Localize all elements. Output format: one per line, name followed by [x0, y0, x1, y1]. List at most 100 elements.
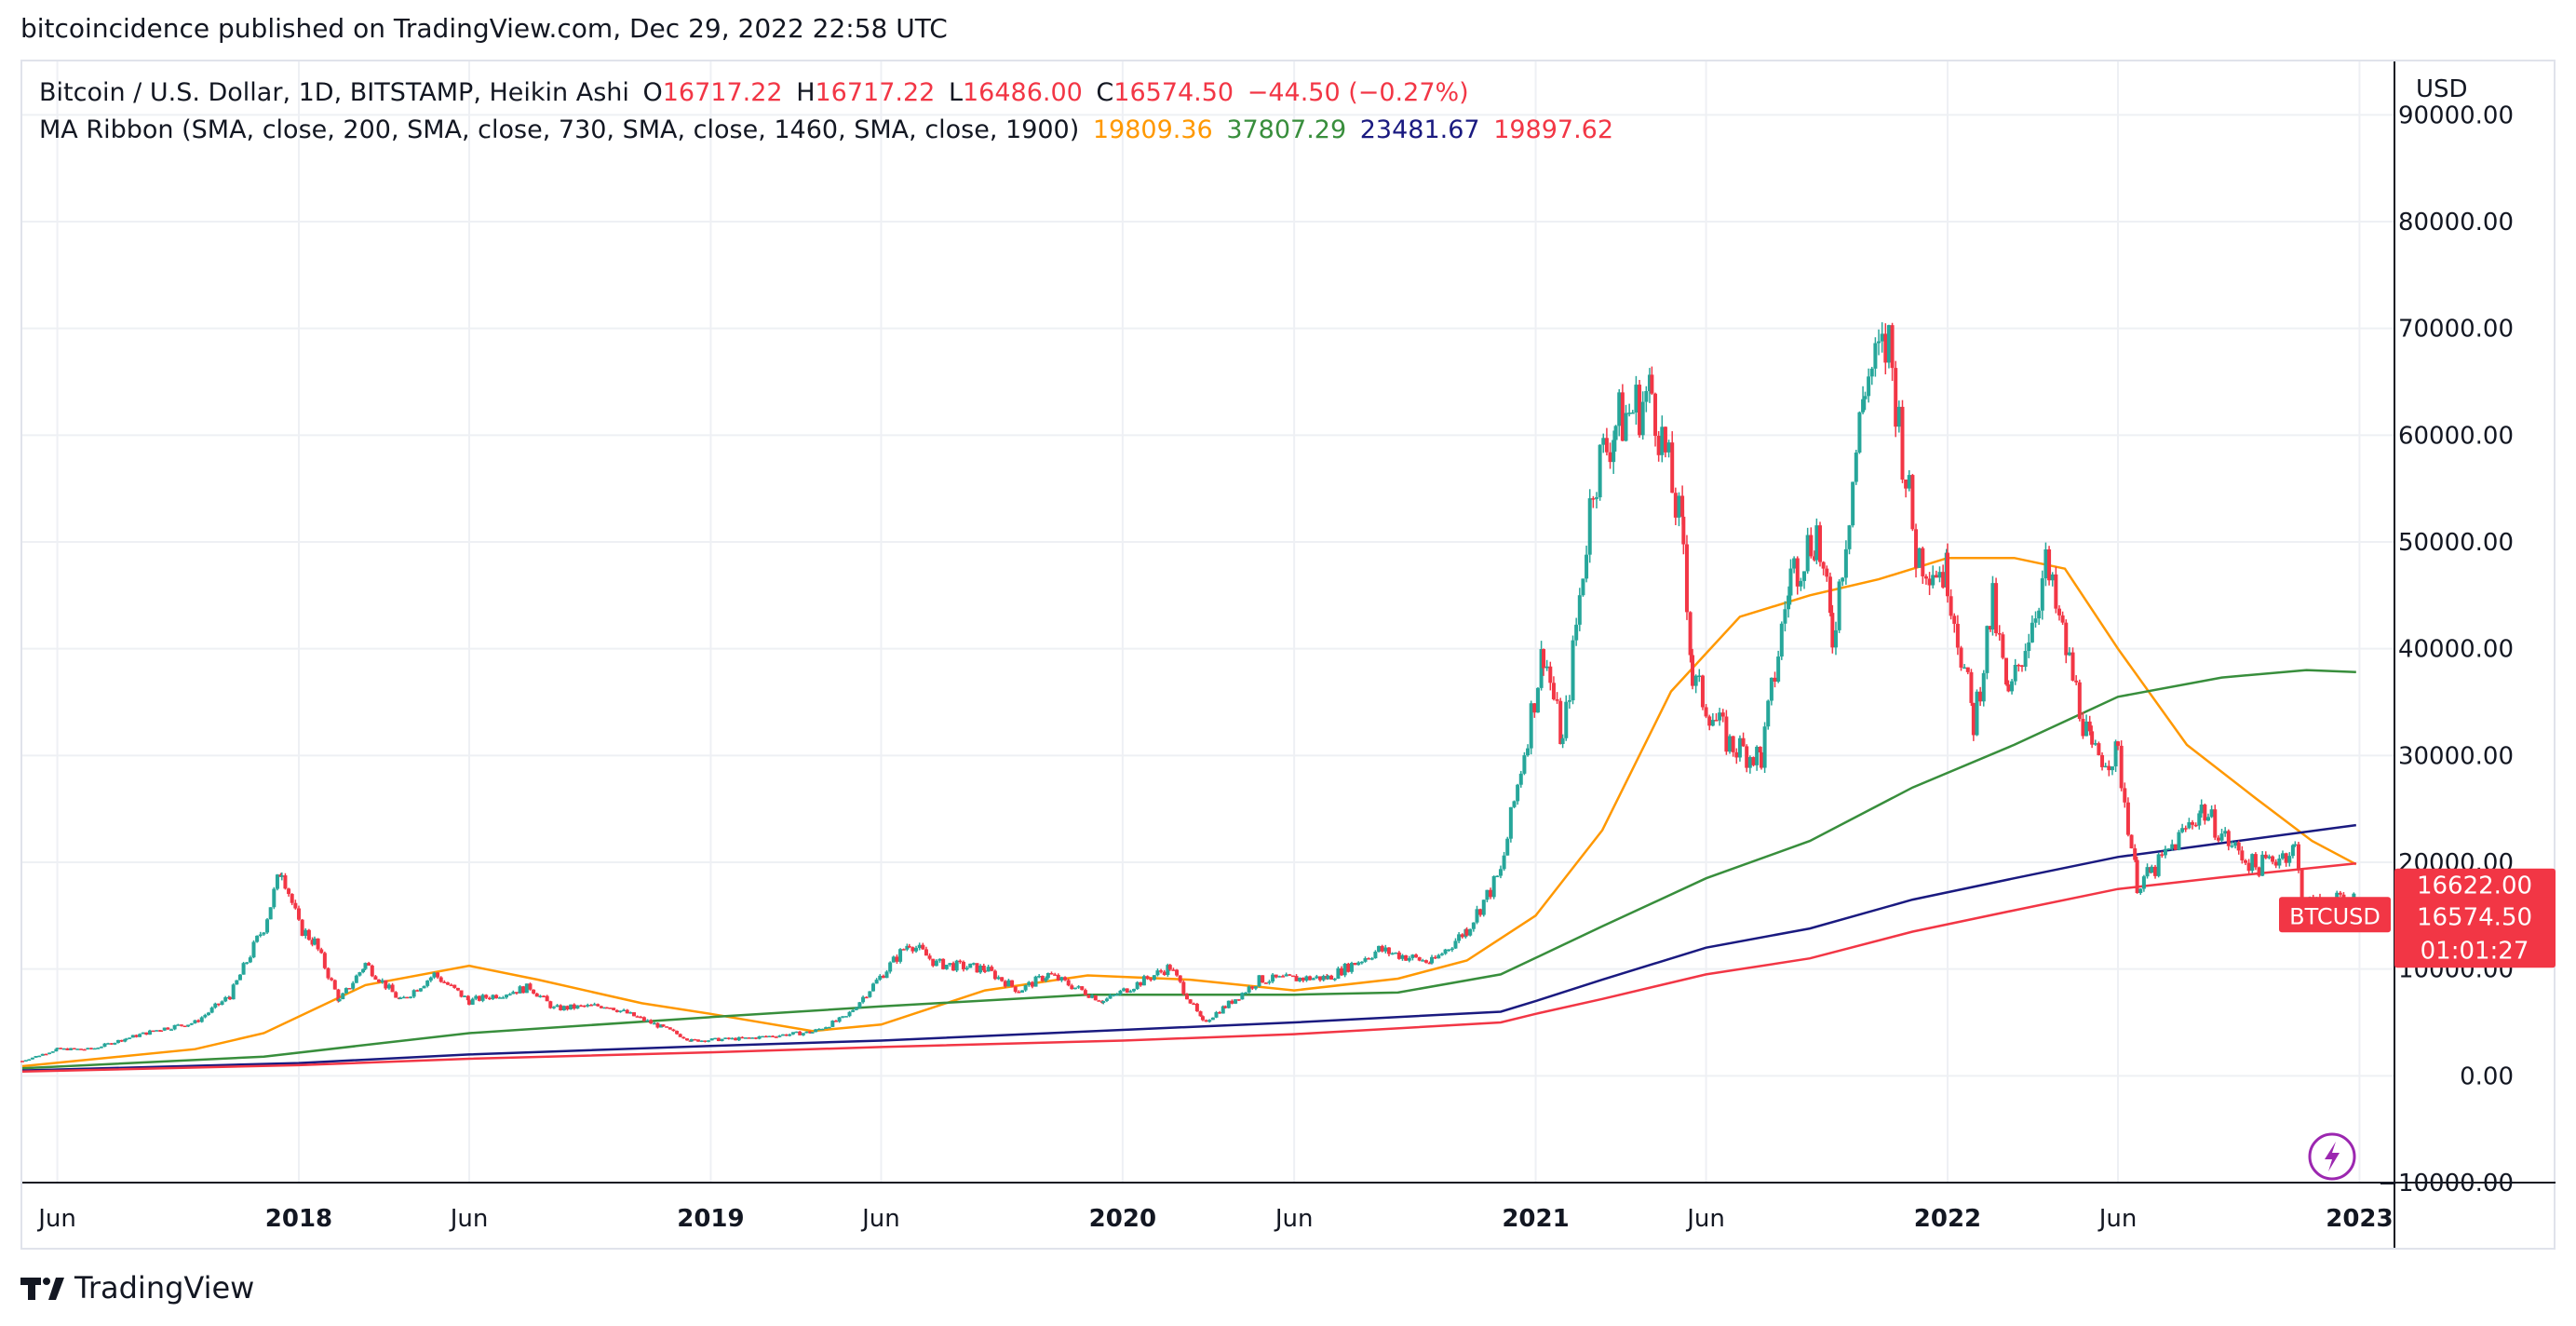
candle-body	[1670, 442, 1675, 494]
candle-body	[2138, 888, 2143, 894]
candle-body	[2257, 867, 2261, 876]
candle-body	[1410, 954, 1415, 958]
candle-body	[1253, 986, 1258, 989]
candle-body	[996, 977, 1001, 980]
candle-body	[975, 963, 979, 973]
candle-body	[1931, 575, 1935, 586]
candle-body	[1518, 773, 1523, 785]
candle-body	[1301, 977, 1305, 981]
candle-body	[449, 984, 453, 987]
candle-body	[337, 999, 342, 1002]
candle-body	[1394, 952, 1398, 954]
candle-body	[1149, 979, 1153, 981]
candle-body	[1647, 374, 1652, 392]
candle-body	[322, 953, 327, 968]
candle-body	[1086, 994, 1091, 998]
candle-body	[1567, 700, 1571, 702]
candle-body	[884, 971, 889, 979]
candle-body	[40, 1053, 45, 1056]
candle-body	[1192, 1003, 1196, 1006]
candle-body	[186, 1024, 191, 1027]
candle-body	[1097, 1000, 1101, 1002]
candle-body	[1814, 525, 1819, 561]
candle-body	[532, 989, 536, 994]
candle-body	[2230, 846, 2234, 847]
candle-body	[1747, 757, 1752, 768]
candle-body	[1076, 986, 1081, 988]
tradingview-brand[interactable]: TradingView	[20, 1270, 254, 1306]
x-tick-label: Jun	[36, 1205, 76, 1233]
candle-body	[1759, 752, 1763, 768]
candle-body	[2001, 634, 2005, 658]
lightning-icon[interactable]	[2308, 1132, 2356, 1181]
candle-body	[905, 945, 910, 950]
candle-body	[1795, 558, 1800, 587]
price-tag-high	[2394, 868, 2556, 902]
candle-body	[851, 1009, 856, 1012]
price-tag-last-label: 16574.50	[2417, 903, 2532, 931]
candle-body	[2203, 805, 2207, 821]
candle-body	[579, 1005, 584, 1008]
candle-body	[2335, 892, 2340, 901]
candle-body	[1693, 675, 1698, 686]
candle-body	[1200, 1016, 1205, 1021]
symbol-legend[interactable]: Bitcoin / U.S. Dollar, 1D, BITSTAMP, Hei…	[39, 78, 1475, 107]
candle-body	[1027, 981, 1032, 985]
candle-body	[279, 875, 284, 877]
candle-body	[237, 974, 242, 981]
candle-body	[1638, 385, 1642, 436]
candle-body	[774, 1036, 778, 1038]
candle-body	[88, 1048, 93, 1049]
candle-body	[1304, 976, 1309, 981]
candle-body	[1363, 958, 1368, 962]
chart-frame	[20, 60, 2556, 1250]
candle-body	[1869, 368, 1874, 377]
candle-body	[169, 1029, 174, 1031]
candle-body	[283, 875, 288, 889]
candle-body	[2277, 858, 2282, 866]
candle-body	[914, 948, 919, 952]
candle-body	[1990, 583, 1995, 629]
candle-body	[1171, 969, 1176, 971]
candle-body	[1332, 979, 1337, 981]
candle-body	[961, 961, 965, 970]
candle-body	[1468, 928, 1473, 936]
candle-body	[841, 1016, 845, 1018]
candle-body	[542, 995, 546, 997]
candle-body	[470, 998, 475, 1005]
candle-body	[1188, 999, 1193, 1004]
candle-body	[1261, 975, 1265, 983]
candle-body	[1766, 700, 1771, 727]
candle-body	[1122, 988, 1126, 991]
candle-body	[452, 984, 457, 988]
candle-body	[326, 967, 330, 979]
candle-body	[2287, 856, 2292, 863]
currency-label: USD	[2416, 75, 2468, 103]
candle-body	[2205, 817, 2210, 821]
candle-body	[816, 1028, 821, 1031]
candle-body	[569, 1004, 573, 1010]
candle-body	[2180, 828, 2185, 832]
candle-body	[1680, 495, 1685, 517]
candle-body	[494, 994, 499, 998]
candle-body	[1288, 974, 1292, 976]
candle-body	[868, 991, 872, 997]
candle-body	[1660, 426, 1665, 455]
candle-body	[106, 1043, 111, 1045]
candle-body	[602, 1007, 607, 1009]
ma-line	[21, 861, 2356, 1073]
candle-body	[592, 1004, 597, 1006]
ma-ribbon-legend[interactable]: MA Ribbon (SMA, close, 200, SMA, close, …	[39, 115, 1619, 144]
candle-body	[2271, 856, 2275, 862]
candle-body	[501, 997, 506, 999]
candle-body	[954, 960, 959, 971]
candle-body	[455, 987, 460, 991]
candle-body	[1508, 806, 1513, 839]
candle-body	[1751, 757, 1756, 765]
candle-body	[1949, 596, 1953, 616]
candle-body	[689, 1038, 694, 1042]
candle-body	[1704, 707, 1708, 717]
candle-body	[2253, 854, 2258, 868]
candle-body	[296, 908, 301, 920]
